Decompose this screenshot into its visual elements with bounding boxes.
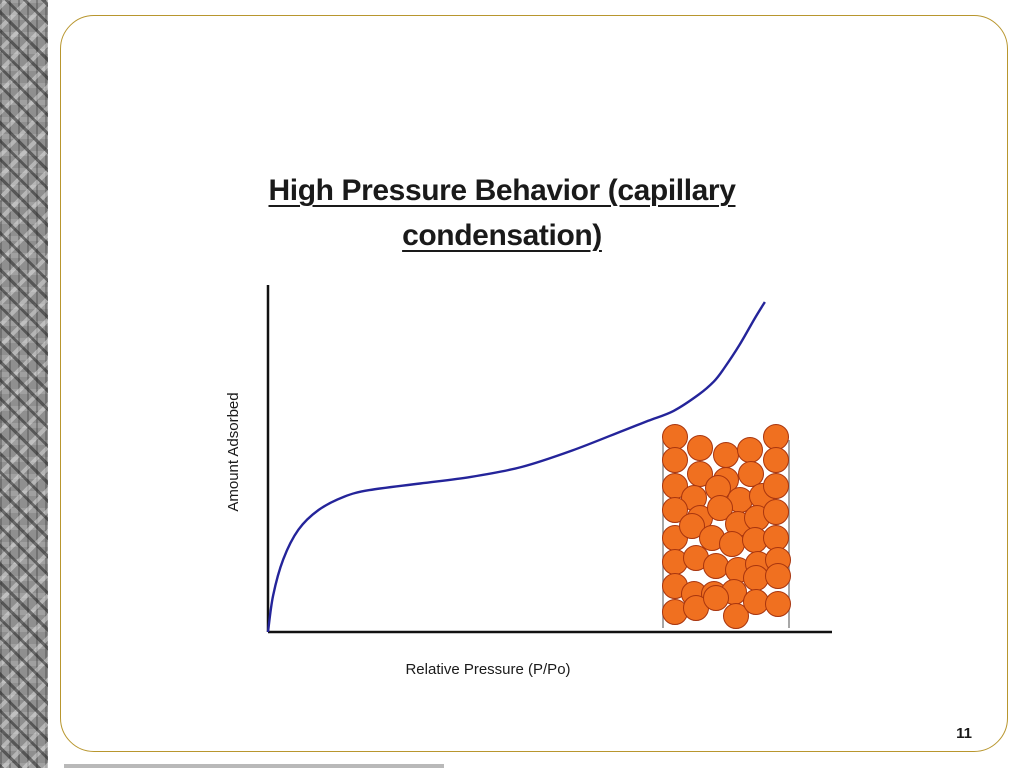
pore-particle-43 [723,603,749,629]
pore-particle-8 [738,461,764,487]
decorative-side-strip [0,0,48,768]
page-number: 11 [956,725,972,742]
chart-axes [266,285,832,634]
pore-particle-30 [703,553,729,579]
pore-particle-18 [707,495,733,521]
pore-particle-2 [713,442,739,468]
pore-particle-44 [743,589,769,615]
x-axis-label: Relative Pressure (P/Po) [405,661,570,678]
pore-particle-45 [765,591,791,617]
pore-particle-38 [743,565,769,591]
pore-particle-42 [703,585,729,611]
chart-series-layer [266,301,766,633]
pore-particle-3 [737,437,763,463]
pore-particle-23 [679,513,705,539]
slide-title: High Pressure Behavior (capillary conden… [268,174,736,252]
y-axis-label: Amount Adsorbed [225,392,242,511]
pore-particle-9 [763,447,789,473]
pore-particle-27 [763,525,789,551]
pore-particle-15 [763,473,789,499]
pore-particle-39 [765,563,791,589]
pore-particle-16 [662,497,688,523]
pore-particle-4 [763,424,789,450]
slide-frame [60,15,1008,752]
pore-filling-illustration [662,424,791,629]
decorative-bottom-strip [64,764,444,768]
pore-particle-21 [763,499,789,525]
series-line-0 [266,301,766,633]
pore-particle-5 [662,447,688,473]
pore-particle-25 [719,531,745,557]
pore-particle-1 [687,435,713,461]
pore-particle-0 [662,424,688,450]
